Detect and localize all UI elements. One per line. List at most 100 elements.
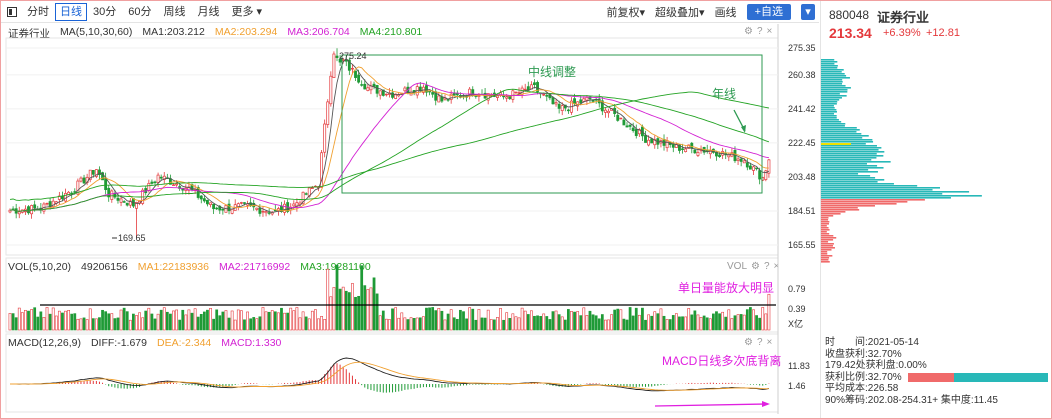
vol-ma1: MA1:22183936 <box>137 261 209 273</box>
candle-body <box>671 144 675 148</box>
overlay-dropdown[interactable]: 超级叠加▾ <box>655 6 705 19</box>
chip-date: 时 间:2021-05-14 <box>825 337 919 348</box>
chip-bar <box>821 261 830 263</box>
tab-30min[interactable]: 30分 <box>93 5 117 18</box>
volume-bar <box>739 314 743 331</box>
chip-bar <box>821 233 830 235</box>
candle-body <box>693 149 697 154</box>
chip-avg-cost: 平均成本:226.58 <box>825 383 899 394</box>
candlestick-chart[interactable]: 275.35 260.38 241.42 222.45 203.48 184.51 165.… <box>0 0 820 419</box>
volume-bar <box>33 307 37 331</box>
chip-bar <box>821 111 837 113</box>
vol-tag[interactable]: VOL <box>727 261 748 272</box>
volume-bar <box>329 296 333 331</box>
candle-body <box>347 59 351 71</box>
volume-bar <box>397 317 401 331</box>
close-icon[interactable]: × <box>766 26 773 37</box>
volume-bar <box>631 315 635 331</box>
help-icon[interactable]: ? <box>756 26 763 37</box>
adjust-dropdown[interactable]: 前复权▾ <box>606 6 646 19</box>
volume-bar <box>119 309 123 331</box>
candle-body <box>301 191 305 205</box>
tab-daily[interactable]: 日线 <box>55 2 87 21</box>
settings-icon[interactable]: ⚙ <box>744 26 753 37</box>
chip-bar <box>821 229 830 231</box>
volume-bar <box>101 309 104 331</box>
candle-body <box>520 87 524 95</box>
volume-bar <box>730 318 734 331</box>
chip-bar <box>821 131 857 133</box>
volume-bar <box>480 317 484 331</box>
macd-legend: MACD(12,26,9) DIFF:-1.679 DEA:-2.344 MAC… <box>8 337 281 349</box>
volume-bar <box>526 314 530 331</box>
candle-body <box>230 208 234 214</box>
volume-bar <box>378 315 382 331</box>
close-icon[interactable]: × <box>773 261 780 272</box>
tab-60min[interactable]: 60分 <box>128 5 152 18</box>
candle-body <box>110 190 114 200</box>
candle-body <box>292 203 296 207</box>
y-tick-label: 222.45 <box>788 138 816 148</box>
macd-setting[interactable]: MACD(12,26,9) <box>8 337 81 349</box>
volume-bar <box>502 319 505 331</box>
candle-body <box>375 85 379 94</box>
candle-body <box>82 177 86 184</box>
candle-body <box>391 92 394 98</box>
close-icon[interactable]: × <box>766 337 773 348</box>
volume-bar <box>110 313 114 331</box>
chip-bar <box>821 211 846 213</box>
chip-bar <box>821 227 829 229</box>
help-icon[interactable]: ? <box>756 337 763 348</box>
tab-fenshi[interactable]: 分时 <box>27 5 49 18</box>
candle-body <box>175 183 179 186</box>
volume-bar <box>625 319 629 331</box>
volume-bar <box>736 314 740 331</box>
volume-bar <box>455 318 459 331</box>
volume-bar <box>644 319 647 331</box>
panel-toggle-icon[interactable] <box>7 6 17 17</box>
chip-bar <box>821 67 838 69</box>
volume-bar <box>317 318 320 331</box>
candle-body <box>619 117 623 120</box>
candle-body <box>486 93 490 101</box>
chip-profit-at: 179.42处获利盘:0.00% <box>825 360 927 371</box>
chip-close-profit: 收盘获利:32.70% <box>825 348 902 360</box>
volume-bar <box>647 314 650 331</box>
tab-more[interactable]: 更多 ▾ <box>231 5 263 18</box>
chip-bar <box>821 65 838 67</box>
candle-body <box>767 159 771 174</box>
draw-line-button[interactable]: 画线 <box>714 6 737 19</box>
volume-bar <box>48 313 52 331</box>
volume-bar <box>162 307 166 331</box>
candle-body <box>128 200 132 206</box>
candle-body <box>94 169 98 177</box>
chip-info: 时 间:2021-05-14 收盘获利:32.70% 179.42处获利盘:0.… <box>825 337 1048 406</box>
watchlist-menu-button[interactable]: ▾ <box>801 3 815 20</box>
volume-bar <box>607 319 610 331</box>
volume-bar <box>671 315 675 331</box>
candle-body <box>162 175 166 180</box>
ma-setting[interactable]: MA(5,10,30,60) <box>60 26 133 38</box>
tab-weekly[interactable]: 周线 <box>163 5 186 18</box>
add-watchlist-button[interactable]: +自选 <box>746 3 791 20</box>
chip-bar <box>821 165 878 167</box>
volume-bar <box>270 310 274 331</box>
candle-body <box>156 174 160 183</box>
volume-bar <box>465 318 468 331</box>
volume-bar <box>17 307 21 331</box>
vol-ma2: MA2:21716992 <box>219 261 291 273</box>
vol-tick-label: X亿 <box>788 318 803 329</box>
volume-bar <box>702 315 706 331</box>
volume-bar <box>27 310 30 331</box>
vol-setting[interactable]: VOL(5,10,20) <box>8 261 72 273</box>
y-tick-label: 260.38 <box>788 70 816 80</box>
help-icon[interactable]: ? <box>763 261 770 272</box>
settings-icon[interactable]: ⚙ <box>744 337 753 348</box>
chip-bar <box>821 245 833 247</box>
candle-body <box>446 99 450 101</box>
chip-bar <box>821 127 857 129</box>
chip-bar <box>821 201 908 203</box>
volume-bar <box>224 310 228 331</box>
tab-monthly[interactable]: 月线 <box>197 5 220 18</box>
settings-icon[interactable]: ⚙ <box>751 261 760 272</box>
